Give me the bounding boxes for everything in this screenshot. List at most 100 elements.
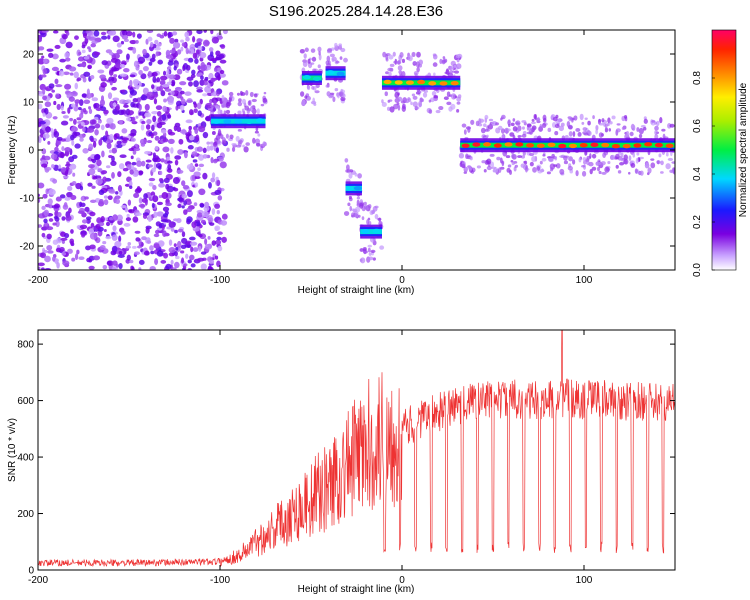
noise-speck	[211, 172, 216, 179]
noise-speck	[193, 102, 198, 109]
noise-speck	[129, 185, 133, 189]
track-haze	[301, 99, 306, 106]
track-haze	[433, 94, 439, 99]
noise-speck	[184, 31, 190, 38]
track-haze	[520, 155, 526, 159]
noise-speck	[47, 198, 53, 205]
noise-speck	[69, 117, 74, 122]
noise-speck	[168, 246, 176, 254]
noise-speck	[154, 258, 159, 266]
noise-speck	[42, 133, 50, 139]
noise-speck	[186, 207, 193, 213]
noise-speck	[115, 103, 120, 111]
x-tick-label: -100	[210, 275, 230, 286]
noise-speck	[93, 102, 100, 108]
track-haze	[345, 164, 350, 171]
track-haze	[470, 119, 475, 125]
track-haze	[546, 171, 551, 175]
noise-speck	[46, 244, 53, 251]
track-haze	[226, 147, 230, 152]
track-haze	[361, 216, 365, 221]
noise-speck	[131, 161, 137, 166]
noise-speck	[160, 129, 167, 134]
noise-speck	[102, 264, 108, 270]
noise-speck	[200, 75, 204, 80]
track-haze	[660, 160, 664, 166]
x-tick-label: -200	[28, 575, 48, 586]
noise-speck	[68, 66, 77, 72]
noise-speck	[100, 170, 108, 175]
track-haze	[332, 96, 336, 103]
track-hotspot	[245, 119, 254, 124]
noise-speck	[200, 263, 207, 270]
noise-speck	[38, 224, 43, 228]
noise-speck	[217, 74, 221, 81]
noise-speck	[222, 30, 228, 35]
noise-speck	[88, 168, 96, 176]
noise-speck	[163, 98, 167, 103]
noise-speck	[87, 46, 91, 50]
noise-speck	[156, 33, 162, 38]
noise-speck	[59, 58, 66, 63]
noise-speck	[106, 142, 112, 149]
track-haze	[615, 153, 620, 160]
noise-speck	[118, 251, 123, 255]
noise-speck	[155, 221, 162, 227]
noise-speck	[162, 206, 170, 212]
track-haze	[209, 98, 213, 104]
noise-speck	[77, 56, 85, 62]
noise-speck	[51, 66, 59, 72]
track-haze	[304, 95, 308, 99]
track-haze	[582, 160, 587, 165]
track-haze	[348, 173, 353, 179]
noise-speck	[207, 235, 211, 240]
noise-speck	[186, 163, 194, 171]
noise-speck	[62, 115, 69, 119]
track-band-core	[301, 75, 322, 81]
track-haze	[539, 160, 543, 165]
noise-speck	[107, 195, 113, 201]
noise-speck	[67, 248, 73, 254]
noise-speck	[163, 252, 169, 259]
noise-speck	[167, 114, 172, 119]
noise-speck	[41, 30, 49, 33]
track-haze	[507, 128, 511, 132]
noise-speck	[43, 218, 48, 224]
track-haze	[401, 58, 406, 64]
noise-speck	[116, 214, 123, 222]
noise-speck	[60, 120, 69, 126]
noise-speck	[183, 200, 187, 206]
noise-speck	[189, 43, 196, 51]
track-haze	[368, 252, 372, 256]
noise-speck	[160, 259, 167, 264]
noise-speck	[162, 146, 170, 153]
track-haze	[377, 217, 382, 221]
track-haze	[604, 127, 609, 133]
y-tick-label: 10	[23, 98, 35, 109]
noise-speck	[174, 38, 179, 43]
noise-speck	[136, 160, 143, 167]
noise-speck	[183, 209, 188, 215]
track-haze	[533, 114, 537, 120]
track-haze	[242, 144, 245, 148]
track-haze	[630, 163, 636, 168]
track-haze	[512, 135, 516, 140]
noise-speck	[179, 129, 187, 134]
track-haze	[582, 131, 588, 135]
noise-speck	[162, 84, 170, 88]
track-haze	[228, 91, 234, 97]
track-hotspot	[547, 142, 556, 147]
noise-speck	[79, 137, 84, 142]
noise-speck	[95, 178, 103, 185]
noise-speck	[41, 163, 48, 168]
noise-speck	[151, 53, 156, 60]
noise-speck	[188, 125, 192, 131]
track-band-core	[325, 70, 346, 76]
noise-speck	[82, 108, 87, 113]
noise-speck	[105, 130, 109, 137]
noise-speck	[133, 60, 139, 68]
track-haze	[589, 168, 593, 175]
noise-speck	[148, 182, 154, 187]
noise-speck	[58, 70, 65, 77]
